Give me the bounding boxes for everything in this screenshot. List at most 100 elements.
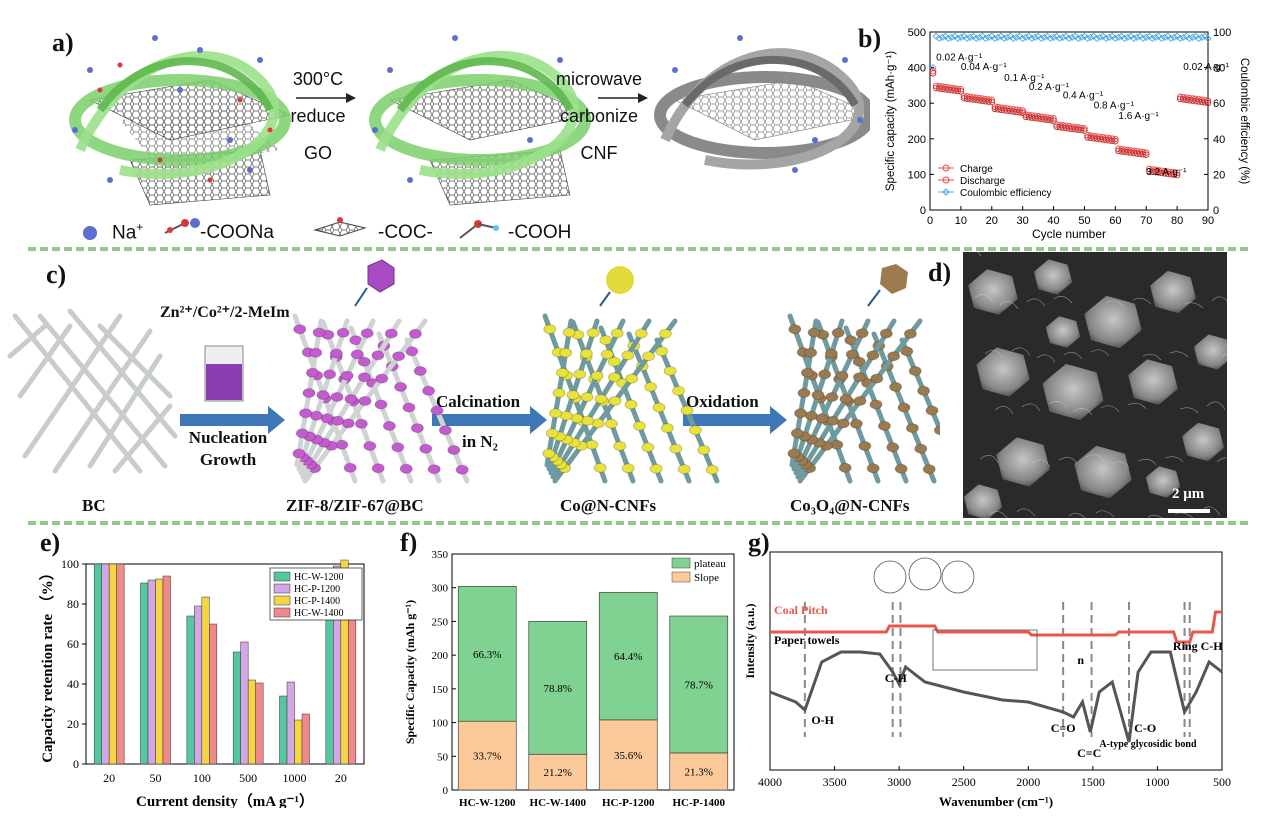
x-axis-label: Current density（mA g⁻¹） [136, 792, 314, 808]
lattice-particle [925, 405, 939, 416]
lattice-particle [573, 369, 587, 380]
peak-annotation: C-H [885, 671, 908, 685]
ce-point [1151, 33, 1160, 41]
discharge-point [957, 88, 965, 95]
ce-point [1167, 34, 1175, 43]
discharge-point [982, 97, 989, 105]
ce-point [951, 32, 959, 40]
x-tick-label: 30 [1017, 215, 1029, 227]
x-tick-label: 3500 [823, 775, 847, 789]
lattice-particle [392, 351, 406, 362]
cnf-go-bundle [69, 51, 291, 206]
stacked-bar [457, 720, 517, 791]
lattice-particle [621, 463, 635, 474]
ce-point [1133, 33, 1141, 41]
data-label: 21.2% [544, 767, 572, 779]
lattice-particle [360, 328, 374, 339]
discharge-point [1068, 125, 1076, 133]
ce-point [1093, 34, 1101, 43]
data-label: 64.4% [614, 651, 642, 663]
lattice-particle [336, 327, 350, 338]
sem-fiber [979, 455, 999, 464]
ce-point [1077, 33, 1085, 41]
lattice-particle [922, 464, 936, 475]
discharge-point [1158, 169, 1165, 177]
lattice-particle [343, 462, 357, 473]
charge-point [1204, 97, 1212, 104]
legend-label: HC-W-1200 [294, 572, 343, 583]
sem-image [963, 252, 1227, 518]
discharge-point [929, 70, 937, 77]
lattice-particle [886, 442, 900, 453]
y-tick-label: 60 [67, 637, 79, 651]
lattice-particle [680, 405, 694, 416]
discharge-point [1183, 96, 1190, 104]
discharge-point [973, 96, 980, 104]
y-tick-label: 20 [67, 717, 79, 731]
data-label: 78.7% [685, 679, 713, 691]
step2-action: carbonize [559, 106, 639, 126]
lattice-particle [295, 428, 309, 439]
discharge-point [954, 87, 962, 95]
ce-point [1056, 34, 1064, 43]
lattice-particle [394, 381, 408, 392]
data-label: 35.6% [614, 750, 642, 762]
charge-point [1019, 107, 1026, 114]
ce-point [1031, 33, 1039, 41]
data-label: 66.3% [473, 649, 501, 661]
y-tick-label: 200 [908, 134, 926, 146]
lattice-particle [413, 366, 427, 376]
step1-temp: 300°C [292, 69, 344, 89]
lattice-particle [340, 370, 354, 381]
sem-fiber [1031, 459, 1051, 468]
lattice-particle [309, 410, 323, 421]
bar [294, 719, 303, 765]
discharge-point [1192, 97, 1199, 105]
discharge-point [1195, 98, 1202, 105]
ce-point [1136, 32, 1144, 40]
ce-point [1049, 33, 1058, 41]
bc-fibers [7, 308, 178, 474]
sem-fiber [1036, 354, 1056, 363]
lattice-particle [905, 423, 919, 434]
bar [201, 596, 210, 765]
scalebar-label: 2 μm [1172, 486, 1205, 502]
y-tick-label: 250 [432, 616, 449, 628]
ce-point [1179, 33, 1187, 41]
ce-point [1120, 34, 1129, 43]
stacked-bar [528, 753, 588, 791]
sem-fiber [1100, 405, 1120, 413]
ce-point [1068, 33, 1076, 41]
ce-point [975, 33, 984, 41]
discharge-point [1155, 169, 1162, 176]
lattice-particle [849, 418, 863, 429]
lattice-particle [894, 463, 908, 474]
discharge-point [1130, 149, 1138, 157]
legend-label: Slope [694, 572, 719, 584]
sem-particle [1193, 334, 1227, 370]
sem-particle [1042, 363, 1104, 421]
ce-point [1176, 34, 1184, 43]
sem-fiber [1206, 401, 1226, 411]
sem-fiber [1211, 296, 1227, 302]
ce-point [1083, 34, 1092, 43]
ce-point [932, 32, 940, 40]
discharge-point [985, 98, 992, 105]
x-tick-label: HC-P-1400 [672, 797, 725, 809]
y-tick-label: 400 [908, 63, 926, 75]
chart-f-capacity: 0 50 100 150 200 250 300 350 33.7% 66.3% HC-W-1200… [403, 549, 735, 809]
discharge-point [1121, 148, 1128, 156]
chart-e-retention: 0 20 40 60 80 100 20 50 100 500 1000 20 Current dens… [38, 557, 365, 808]
plot-frame [85, 563, 365, 765]
zif-lattice [292, 313, 470, 484]
lattice-particle [790, 428, 804, 439]
ce-point [960, 32, 968, 40]
discharge-point [1186, 96, 1193, 104]
plot-frame [451, 553, 735, 791]
cellulose-structure-icon [932, 629, 1038, 671]
discharge-point [1102, 136, 1110, 144]
arrow1-label: Nucleation Growth [188, 428, 268, 469]
lattice-particle [371, 463, 385, 474]
y2-tick-label: 80 [1213, 63, 1225, 75]
discharge-point [1065, 125, 1073, 132]
